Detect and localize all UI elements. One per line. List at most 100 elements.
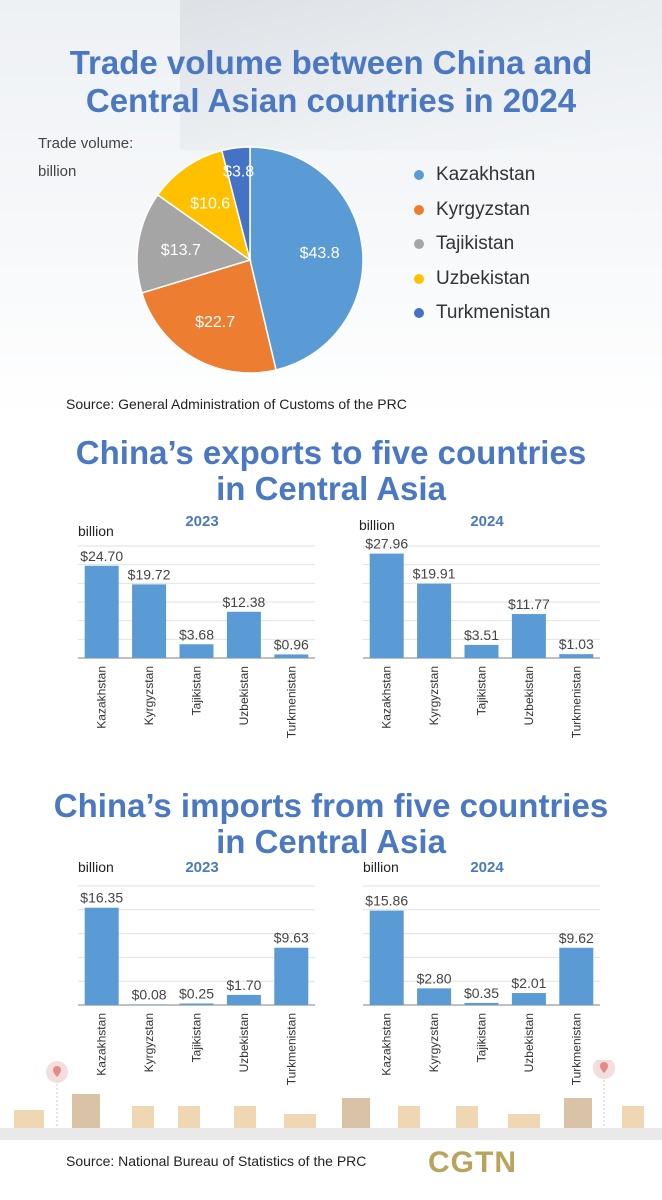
category-label-kazakhstan: Kazakhstan xyxy=(95,1013,109,1076)
bar-kyrgyzstan xyxy=(132,584,167,658)
imports-title-line2: in Central Asia xyxy=(216,823,446,860)
chart-year-title: 2023 xyxy=(185,513,218,530)
category-label-tajikistan: Tajikistan xyxy=(475,666,489,715)
pie-chart: $43.8 $22.7 $13.7 $10.6 $3.8 xyxy=(136,146,364,374)
category-label-tajikistan: Tajikistan xyxy=(475,1013,489,1062)
exports-2024-chart: billion 2024 $27.96 Kazakhstan $19.91 Kyrgyzs… xyxy=(359,513,600,738)
bar-tajikistan xyxy=(179,644,214,658)
legend-label: Kazakhstan xyxy=(436,164,536,186)
pie-slice-turkmenistan xyxy=(220,146,251,261)
source-customs: Source: General Administration of Custom… xyxy=(66,396,407,412)
bar-turkmenistan xyxy=(559,654,594,658)
bar-kazakhstan xyxy=(84,907,119,1005)
bar-kazakhstan xyxy=(84,565,119,658)
exports-title-line2: in Central Asia xyxy=(216,470,446,507)
legend-swatch xyxy=(414,239,424,250)
pie-slice-uzbekistan xyxy=(156,149,252,262)
bar-tajikistan xyxy=(179,1003,214,1005)
imports-title-line1: China’s imports from five countries xyxy=(53,787,609,824)
category-label-kyrgyzstan: Kyrgyzstan xyxy=(142,1013,156,1072)
y-axis-label: billion xyxy=(363,859,399,875)
category-label-turkmenistan: Turkmenistan xyxy=(569,666,583,738)
legend-swatch xyxy=(414,273,424,284)
chart-year-title: 2024 xyxy=(470,859,504,876)
chart-year-title: 2024 xyxy=(470,513,504,530)
unit-label-line2: billion xyxy=(38,163,77,180)
category-label-kyrgyzstan: Kyrgyzstan xyxy=(142,666,156,725)
cargo-boxes xyxy=(14,1094,644,1128)
cgtn-logo: CGTN xyxy=(428,1146,517,1179)
bar-turkmenistan xyxy=(559,947,594,1005)
legend-item-tajikistan: Tajikistan xyxy=(414,227,550,262)
category-label-tajikistan: Tajikistan xyxy=(190,666,204,715)
unit-label-line1: Trade volume: xyxy=(38,135,134,152)
category-label-uzbekistan: Uzbekistan xyxy=(522,666,536,725)
data-label-kazakhstan: $27.96 xyxy=(365,536,408,552)
bar-uzbekistan xyxy=(511,614,546,658)
category-label-kazakhstan: Kazakhstan xyxy=(380,1013,394,1076)
location-pin-icon-left xyxy=(46,1061,68,1128)
pie-title-line2: Central Asian countries in 2024 xyxy=(85,82,577,119)
pie-label-kazakhstan: $43.8 xyxy=(300,245,340,262)
exports-title-line1: China’s exports to five countries xyxy=(75,434,587,471)
bar-uzbekistan xyxy=(226,994,261,1005)
data-label-turkmenistan: $9.63 xyxy=(274,930,309,946)
category-label-kazakhstan: Kazakhstan xyxy=(380,666,394,729)
data-label-kyrgyzstan: $0.08 xyxy=(132,987,167,1003)
data-label-tajikistan: $3.51 xyxy=(464,627,499,643)
pie-label-tajikistan: $13.7 xyxy=(161,242,201,259)
legend-label: Turkmenistan xyxy=(436,302,551,324)
data-label-kazakhstan: $24.70 xyxy=(80,548,123,564)
y-axis-label: billion xyxy=(78,523,114,539)
bar-uzbekistan xyxy=(226,611,261,658)
legend-swatch xyxy=(414,308,424,319)
legend-item-kyrgyzstan: Kyrgyzstan xyxy=(414,193,550,228)
bar-kyrgyzstan xyxy=(417,988,452,1005)
data-label-kyrgyzstan: $2.80 xyxy=(417,970,452,986)
y-axis-label: billion xyxy=(359,517,395,533)
data-label-uzbekistan: $1.70 xyxy=(226,977,261,993)
data-label-tajikistan: $3.68 xyxy=(179,626,214,642)
pie-label-kyrgyzstan: $22.7 xyxy=(195,314,235,331)
bar-kazakhstan xyxy=(369,910,404,1005)
data-label-kazakhstan: $15.86 xyxy=(365,893,408,909)
data-label-kyrgyzstan: $19.91 xyxy=(413,566,456,582)
source-nbs: Source: National Bureau of Statistics of… xyxy=(66,1153,367,1169)
category-label-uzbekistan: Uzbekistan xyxy=(522,1013,536,1072)
legend-item-kazakhstan: Kazakhstan xyxy=(414,158,550,193)
pie-label-turkmenistan: $3.8 xyxy=(223,163,254,180)
data-label-kazakhstan: $16.35 xyxy=(80,890,123,906)
category-label-uzbekistan: Uzbekistan xyxy=(237,666,251,725)
category-label-turkmenistan: Turkmenistan xyxy=(569,1013,583,1085)
category-label-tajikistan: Tajikistan xyxy=(190,1013,204,1062)
warehouse-decoration xyxy=(0,1060,662,1140)
legend-swatch xyxy=(414,204,424,215)
bar-kyrgyzstan xyxy=(417,583,452,658)
data-label-uzbekistan: $12.38 xyxy=(222,594,265,610)
pie-label-uzbekistan: $10.6 xyxy=(190,195,230,212)
legend-swatch xyxy=(414,170,424,181)
data-label-turkmenistan: $0.96 xyxy=(274,636,309,652)
legend-item-uzbekistan: Uzbekistan xyxy=(414,262,550,297)
legend-label: Uzbekistan xyxy=(436,267,530,289)
data-label-kyrgyzstan: $19.72 xyxy=(128,566,171,582)
bar-turkmenistan xyxy=(274,654,309,658)
data-label-uzbekistan: $11.77 xyxy=(508,596,550,612)
imports-2023-chart: billion 2023 $16.35 Kazakhstan $0.08 Kyrgyzst… xyxy=(78,859,315,1085)
chart-year-title: 2023 xyxy=(185,859,218,876)
data-label-turkmenistan: $1.03 xyxy=(559,636,594,652)
category-label-uzbekistan: Uzbekistan xyxy=(237,1013,251,1072)
data-label-uzbekistan: $2.01 xyxy=(511,975,546,991)
bar-kyrgyzstan xyxy=(132,1004,167,1006)
data-label-tajikistan: $0.35 xyxy=(464,985,499,1001)
pie-slice-tajikistan xyxy=(136,193,252,294)
bar-tajikistan xyxy=(464,1002,499,1005)
legend-label: Kyrgyzstan xyxy=(436,198,530,220)
category-label-kazakhstan: Kazakhstan xyxy=(95,666,109,729)
pie-slice-kazakhstan xyxy=(249,146,364,371)
y-axis-label: billion xyxy=(78,859,114,875)
legend-label: Tajikistan xyxy=(436,233,515,255)
data-label-tajikistan: $0.25 xyxy=(179,986,214,1002)
bar-kazakhstan xyxy=(369,553,404,658)
legend-item-turkmenistan: Turkmenistan xyxy=(414,296,550,331)
